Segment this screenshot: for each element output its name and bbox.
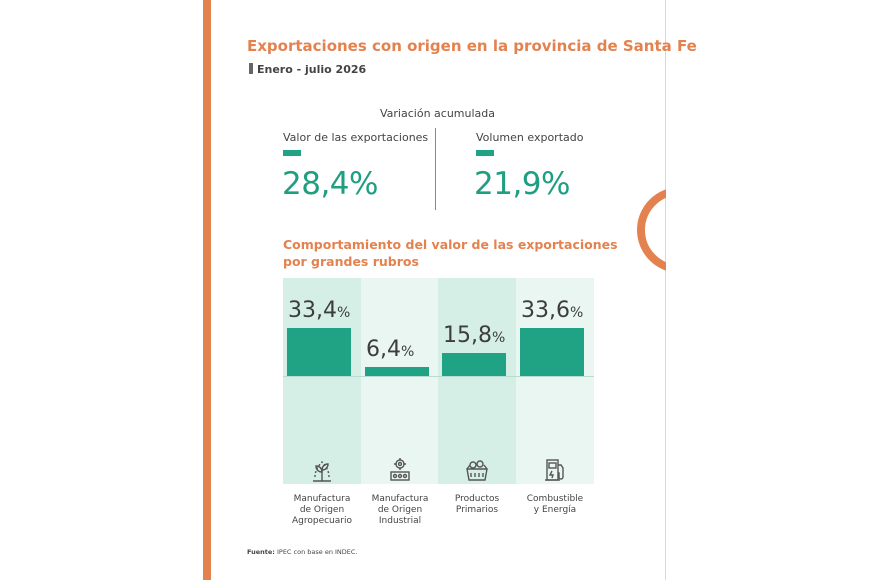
category-label-4: Combustible y Energía	[515, 494, 595, 516]
kpi-value-volume: 21,9%	[474, 166, 570, 202]
bar-2	[365, 367, 429, 376]
page-title: Exportaciones con origen en la provincia…	[247, 37, 697, 55]
category-label-2-line-3: Industrial	[378, 516, 422, 526]
bar-value-number-1: 33,4	[288, 298, 337, 323]
category-label-1-line-3: Agropecuario	[291, 516, 352, 526]
bar-4	[520, 328, 584, 376]
category-label-3-line-2: Primarios	[455, 505, 499, 515]
period-label: Enero - julio 2026	[249, 63, 366, 76]
kpi-section-title: Variación acumulada	[380, 107, 496, 120]
orange-side-bar	[203, 0, 211, 580]
chart-column-3	[438, 278, 516, 484]
source-label: Fuente:	[247, 548, 275, 556]
chart-title-line-1: Comportamiento del valor de las exportac…	[283, 237, 618, 252]
category-label-4-line-2: y Energía	[533, 505, 577, 515]
category-label-3-line-1: Productos	[454, 494, 500, 504]
bar-3	[442, 353, 506, 376]
chart-title: Comportamiento del valor de las exportac…	[283, 236, 618, 270]
category-label-1-line-2: de Origen	[299, 505, 345, 515]
bar-value-unit-1: %	[336, 305, 351, 321]
category-label-3: Productos Primarios	[437, 494, 517, 516]
kpi-marker-volume	[476, 150, 494, 156]
bar-1	[287, 328, 351, 376]
category-label-2: Manufactura de Origen Industrial	[360, 494, 440, 527]
produce-basket-icon	[462, 455, 492, 485]
bar-value-number-2: 6,4	[366, 337, 401, 362]
fuel-pump-icon	[540, 455, 570, 485]
kpi-value-exports: 28,4%	[282, 166, 378, 202]
category-label-2-line-1: Manufactura	[371, 494, 429, 504]
chart-column-1	[283, 278, 361, 484]
bar-value-label-4: 33,6%	[521, 298, 583, 323]
chart-title-line-2: por grandes rubros	[283, 254, 419, 269]
chart-column-2	[361, 278, 439, 484]
industry-gears-icon	[385, 455, 415, 485]
chart-baseline	[283, 376, 594, 377]
source-note: Fuente: IPEC con base en INDEC.	[247, 548, 358, 556]
kpi-label-volume: Volumen exportado	[476, 131, 584, 144]
bar-value-number-4: 33,6	[521, 298, 570, 323]
period-marker	[249, 63, 253, 74]
bar-value-unit-2: %	[401, 344, 415, 360]
category-label-1: Manufactura de Origen Agropecuario	[282, 494, 362, 527]
category-label-2-line-2: de Origen	[377, 505, 423, 515]
kpi-label-value: Valor de las exportaciones	[283, 131, 429, 144]
bar-value-unit-4: %	[569, 305, 584, 321]
source-text: IPEC con base en INDEC.	[276, 548, 358, 556]
bar-value-number-3: 15,8	[443, 323, 492, 348]
chart-column-4	[516, 278, 594, 484]
kpi-divider	[435, 128, 436, 210]
category-label-4-line-1: Combustible	[526, 494, 584, 504]
bar-value-label-2: 6,4%	[366, 337, 414, 362]
kpi-marker-value	[283, 150, 301, 156]
agro-plant-icon	[307, 455, 337, 485]
bar-value-unit-3: %	[491, 330, 506, 346]
category-label-1-line-1: Manufactura	[293, 494, 351, 504]
bar-value-label-3: 15,8%	[443, 323, 505, 348]
bar-value-label-1: 33,4%	[288, 298, 350, 323]
period-text: Enero - julio 2026	[257, 63, 367, 76]
